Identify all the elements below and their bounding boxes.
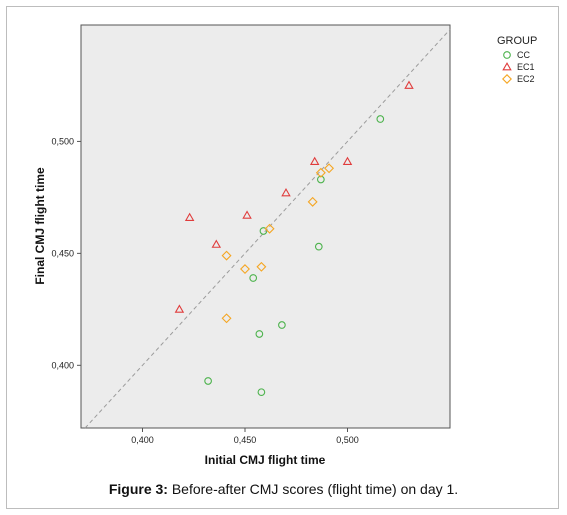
- x-tick-label: 0,500: [336, 435, 359, 445]
- legend-title: GROUP: [497, 35, 537, 47]
- scatter-chart: 0,400 0,450 0,500 0,400 0,450 0,500 Initial …: [33, 24, 537, 467]
- figure-caption: Figure 3: Before-after CMJ scores (fligh…: [0, 481, 567, 497]
- y-axis-ticks: 0,400 0,450 0,500: [51, 136, 81, 370]
- data-point-cc: [259, 227, 268, 235]
- x-axis-ticks: 0,400 0,450 0,500: [131, 428, 359, 445]
- legend-marker-ec2: [502, 74, 512, 84]
- legend-label-ec2: EC2: [517, 74, 535, 84]
- x-axis-title: Initial CMJ flight time: [205, 453, 326, 467]
- caption-text: Before-after CMJ scores (flight time) on…: [167, 481, 459, 497]
- data-point-ec2: [256, 261, 267, 272]
- data-point-ec1: [184, 212, 195, 221]
- data-point-ec2: [315, 167, 326, 178]
- data-point-cc: [204, 377, 212, 385]
- caption-label: Figure 3:: [108, 481, 168, 497]
- data-point-ec2: [324, 163, 335, 174]
- legend-label-ec1: EC1: [517, 62, 535, 72]
- legend: GROUP CC EC1 EC2: [497, 35, 537, 84]
- x-tick-label: 0,450: [234, 435, 257, 445]
- data-point-ec1: [211, 239, 222, 248]
- data-point-ec2: [307, 196, 318, 207]
- data-point-cc: [249, 274, 258, 282]
- data-points: [174, 80, 414, 397]
- x-tick-label: 0,400: [131, 435, 154, 445]
- data-point-ec2: [221, 250, 232, 261]
- plot-area: [80, 24, 451, 429]
- y-tick-label: 0,500: [51, 136, 74, 146]
- legend-label-cc: CC: [517, 50, 530, 60]
- reference-line: [84, 29, 451, 429]
- data-point-cc: [317, 175, 325, 184]
- y-axis-title: Final CMJ flight time: [33, 167, 47, 285]
- data-point-ec1: [342, 156, 353, 165]
- data-point-cc: [278, 321, 286, 329]
- data-point-ec2: [264, 223, 275, 234]
- y-tick-label: 0,400: [51, 360, 74, 370]
- data-point-ec1: [309, 156, 320, 165]
- data-point-ec1: [281, 188, 291, 197]
- data-point-cc: [255, 330, 264, 338]
- legend-marker-ec1: [502, 62, 512, 71]
- data-point-ec1: [242, 210, 252, 219]
- data-point-cc: [376, 115, 385, 123]
- data-point-cc: [257, 388, 266, 397]
- data-point-ec1: [174, 304, 185, 313]
- y-tick-label: 0,450: [51, 248, 74, 258]
- legend-marker-cc: [503, 51, 511, 59]
- data-point-cc: [314, 242, 323, 251]
- data-point-ec2: [221, 313, 232, 324]
- data-point-ec1: [404, 80, 414, 89]
- data-point-ec2: [240, 264, 250, 275]
